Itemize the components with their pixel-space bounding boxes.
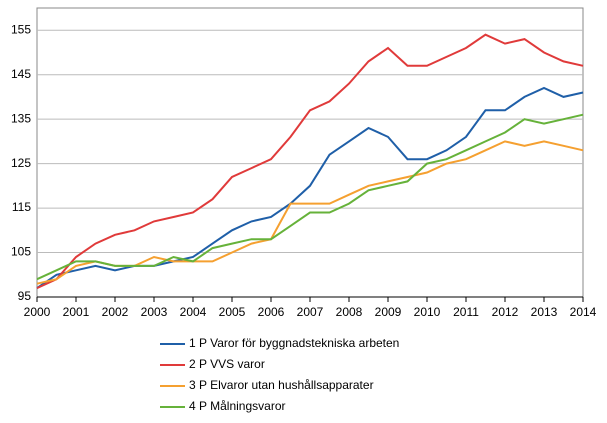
series-line: [36, 113, 584, 281]
plot-frame: [36, 7, 584, 298]
x-tick-label: 2012: [492, 305, 519, 319]
x-tick-label: 2002: [102, 305, 129, 319]
x-tick-label: 2001: [63, 305, 90, 319]
x-tick-label: 2005: [219, 305, 246, 319]
series-line: [36, 86, 584, 289]
y-tick-label: 95: [18, 289, 32, 303]
series-line: [36, 33, 584, 290]
x-tick-label: 2014: [570, 305, 597, 319]
x-tick-label: 2007: [297, 305, 324, 319]
legend-label: 2 P VVS varor: [189, 357, 265, 371]
x-tick-label: 2011: [453, 305, 479, 319]
x-tick-label: 2008: [336, 305, 363, 319]
x-tick-label: 2013: [531, 305, 558, 319]
y-tick-label: 135: [11, 111, 31, 125]
y-tick-label: 155: [11, 22, 31, 36]
x-tick-label: 2006: [258, 305, 285, 319]
x-tick-label: 2009: [375, 305, 402, 319]
y-tick-label: 125: [11, 156, 31, 170]
legend-label: 4 P Målningsvaror: [189, 399, 286, 413]
y-tick-label: 105: [11, 245, 31, 259]
x-tick-label: 2003: [141, 305, 168, 319]
legend-label: 1 P Varor för byggnadstekniska arbeten: [189, 336, 399, 350]
legend-label: 3 P Elvaror utan hushållsapparater: [189, 378, 374, 392]
y-tick-label: 145: [11, 67, 31, 81]
y-tick-label: 115: [12, 200, 31, 214]
x-tick-label: 2004: [180, 305, 207, 319]
x-tick-label: 2010: [414, 305, 441, 319]
x-tick-label: 2000: [24, 305, 51, 319]
